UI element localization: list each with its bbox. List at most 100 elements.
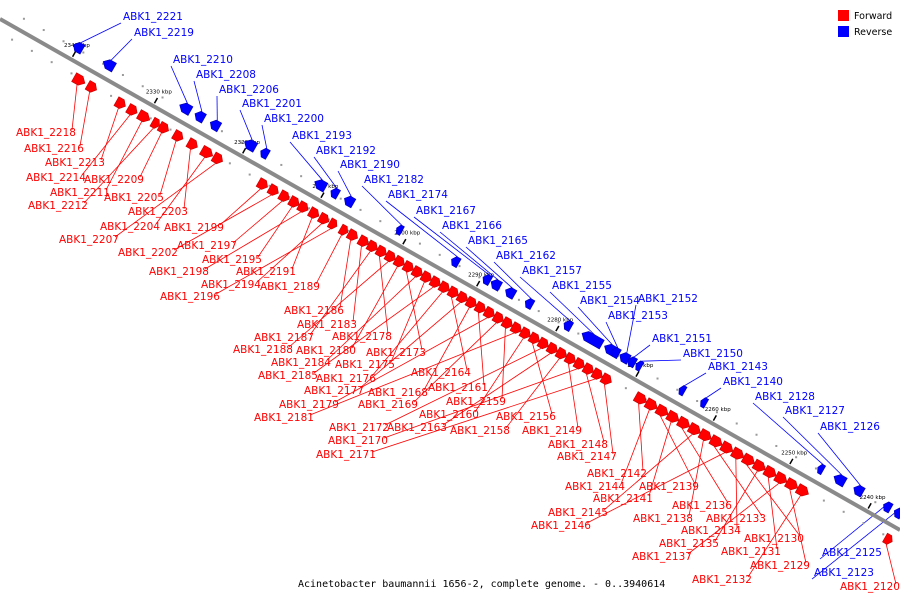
gene-arrow[interactable] [719,440,736,456]
gene-arrow[interactable] [71,40,86,55]
gene-label[interactable]: ABK1_2142 [587,468,647,480]
gene-arrow[interactable] [392,254,407,269]
gene-arrow[interactable] [71,72,88,88]
gene-label[interactable]: ABK1_2176 [316,373,376,385]
gene-label[interactable]: ABK1_2202 [118,247,178,259]
gene-label[interactable]: ABK1_2151 [652,333,712,345]
gene-label[interactable]: ABK1_2158 [450,425,510,437]
gene-label[interactable]: ABK1_2155 [552,280,612,292]
gene-arrow[interactable] [491,311,506,325]
gene-arrow[interactable] [210,151,225,166]
gene-label[interactable]: ABK1_2172 [329,422,389,434]
gene-arrow[interactable] [489,277,503,292]
gene-arrow[interactable] [437,280,452,295]
gene-arrow[interactable] [156,120,171,135]
gene-label[interactable]: ABK1_2193 [292,130,352,142]
gene-arrow[interactable] [527,331,542,346]
gene-arrow[interactable] [113,96,128,111]
gene-label[interactable]: ABK1_2125 [822,547,882,559]
gene-label[interactable]: ABK1_2211 [50,187,110,199]
gene-arrow[interactable] [590,367,605,382]
gene-label[interactable]: ABK1_2136 [672,500,732,512]
gene-label[interactable]: ABK1_2204 [100,221,160,233]
gene-label[interactable]: ABK1_2144 [565,481,625,493]
gene-label[interactable]: ABK1_2139 [639,481,699,493]
gene-arrow[interactable] [572,356,587,371]
gene-label[interactable]: ABK1_2209 [84,174,144,186]
gene-label[interactable]: ABK1_2216 [24,143,84,155]
gene-arrow[interactable] [643,397,660,413]
gene-label[interactable]: ABK1_2131 [721,546,781,558]
gene-arrow[interactable] [449,255,462,269]
gene-arrow[interactable] [609,346,622,360]
gene-label[interactable]: ABK1_2167 [416,205,476,217]
gene-label[interactable]: ABK1_2179 [279,399,339,411]
gene-label[interactable]: ABK1_2180 [296,345,356,357]
gene-arrow[interactable] [84,80,99,94]
gene-arrow[interactable] [446,285,461,300]
gene-label[interactable]: ABK1_2188 [233,344,293,356]
gene-arrow[interactable] [503,286,518,300]
gene-label[interactable]: ABK1_2173 [366,347,426,359]
gene-label[interactable]: ABK1_2128 [755,391,815,403]
gene-label[interactable]: ABK1_2189 [260,281,320,293]
gene-label[interactable]: ABK1_2178 [332,331,392,343]
gene-arrow[interactable] [634,360,645,372]
gene-label[interactable]: ABK1_2185 [258,370,318,382]
gene-arrow[interactable] [193,109,207,124]
gene-label[interactable]: ABK1_2199 [164,222,224,234]
gene-arrow[interactable] [500,316,515,331]
gene-arrow[interactable] [617,350,632,365]
gene-label[interactable]: ABK1_2207 [59,234,119,246]
gene-label[interactable]: ABK1_2157 [522,265,582,277]
gene-label[interactable]: ABK1_2210 [173,54,233,66]
gene-label[interactable]: ABK1_2201 [242,98,302,110]
gene-arrow[interactable] [199,144,215,160]
gene-label[interactable]: ABK1_2141 [593,493,653,505]
gene-label[interactable]: ABK1_2177 [304,385,364,397]
gene-arrow[interactable] [730,446,746,462]
gene-arrow[interactable] [307,206,321,221]
gene-label[interactable]: ABK1_2154 [580,295,640,307]
gene-label[interactable]: ABK1_2170 [328,435,388,447]
gene-arrow[interactable] [751,458,768,474]
gene-arrow[interactable] [794,483,811,499]
gene-arrow[interactable] [171,129,186,143]
gene-arrow[interactable] [383,249,398,264]
gene-arrow[interactable] [698,396,710,409]
gene-label[interactable]: ABK1_2219 [134,27,194,39]
gene-label[interactable]: ABK1_2150 [683,348,743,360]
gene-label[interactable]: ABK1_2126 [820,421,880,433]
gene-label[interactable]: ABK1_2153 [608,310,668,322]
gene-arrow[interactable] [296,200,311,215]
gene-arrow[interactable] [881,500,894,514]
gene-arrow[interactable] [342,194,357,209]
gene-label[interactable]: ABK1_2163 [387,422,447,434]
gene-label[interactable]: ABK1_2165 [468,235,528,247]
gene-label[interactable]: ABK1_2137 [632,551,692,563]
gene-arrow[interactable] [208,118,223,133]
gene-arrow[interactable] [882,532,895,546]
gene-label[interactable]: ABK1_2127 [785,405,845,417]
gene-label[interactable]: ABK1_2184 [271,357,331,369]
gene-label[interactable]: ABK1_2187 [254,332,314,344]
gene-arrow[interactable] [625,355,638,369]
gene-arrow[interactable] [177,101,194,116]
gene-arrow[interactable] [455,290,470,305]
gene-label[interactable]: ABK1_2198 [149,266,209,278]
gene-arrow[interactable] [686,421,703,437]
gene-arrow[interactable] [762,464,779,480]
gene-label[interactable]: ABK1_2159 [446,396,506,408]
gene-arrow[interactable] [892,506,900,520]
gene-arrow[interactable] [654,403,671,419]
gene-arrow[interactable] [784,477,800,492]
gene-label[interactable]: ABK1_2161 [428,382,488,394]
gene-arrow[interactable] [832,472,848,488]
gene-label[interactable]: ABK1_2213 [45,157,105,169]
gene-label[interactable]: ABK1_2208 [196,69,256,81]
gene-label[interactable]: ABK1_2182 [364,174,424,186]
gene-label[interactable]: ABK1_2129 [750,560,810,572]
gene-arrow[interactable] [328,186,341,200]
gene-arrow[interactable] [599,372,614,387]
gene-arrow[interactable] [473,300,488,315]
